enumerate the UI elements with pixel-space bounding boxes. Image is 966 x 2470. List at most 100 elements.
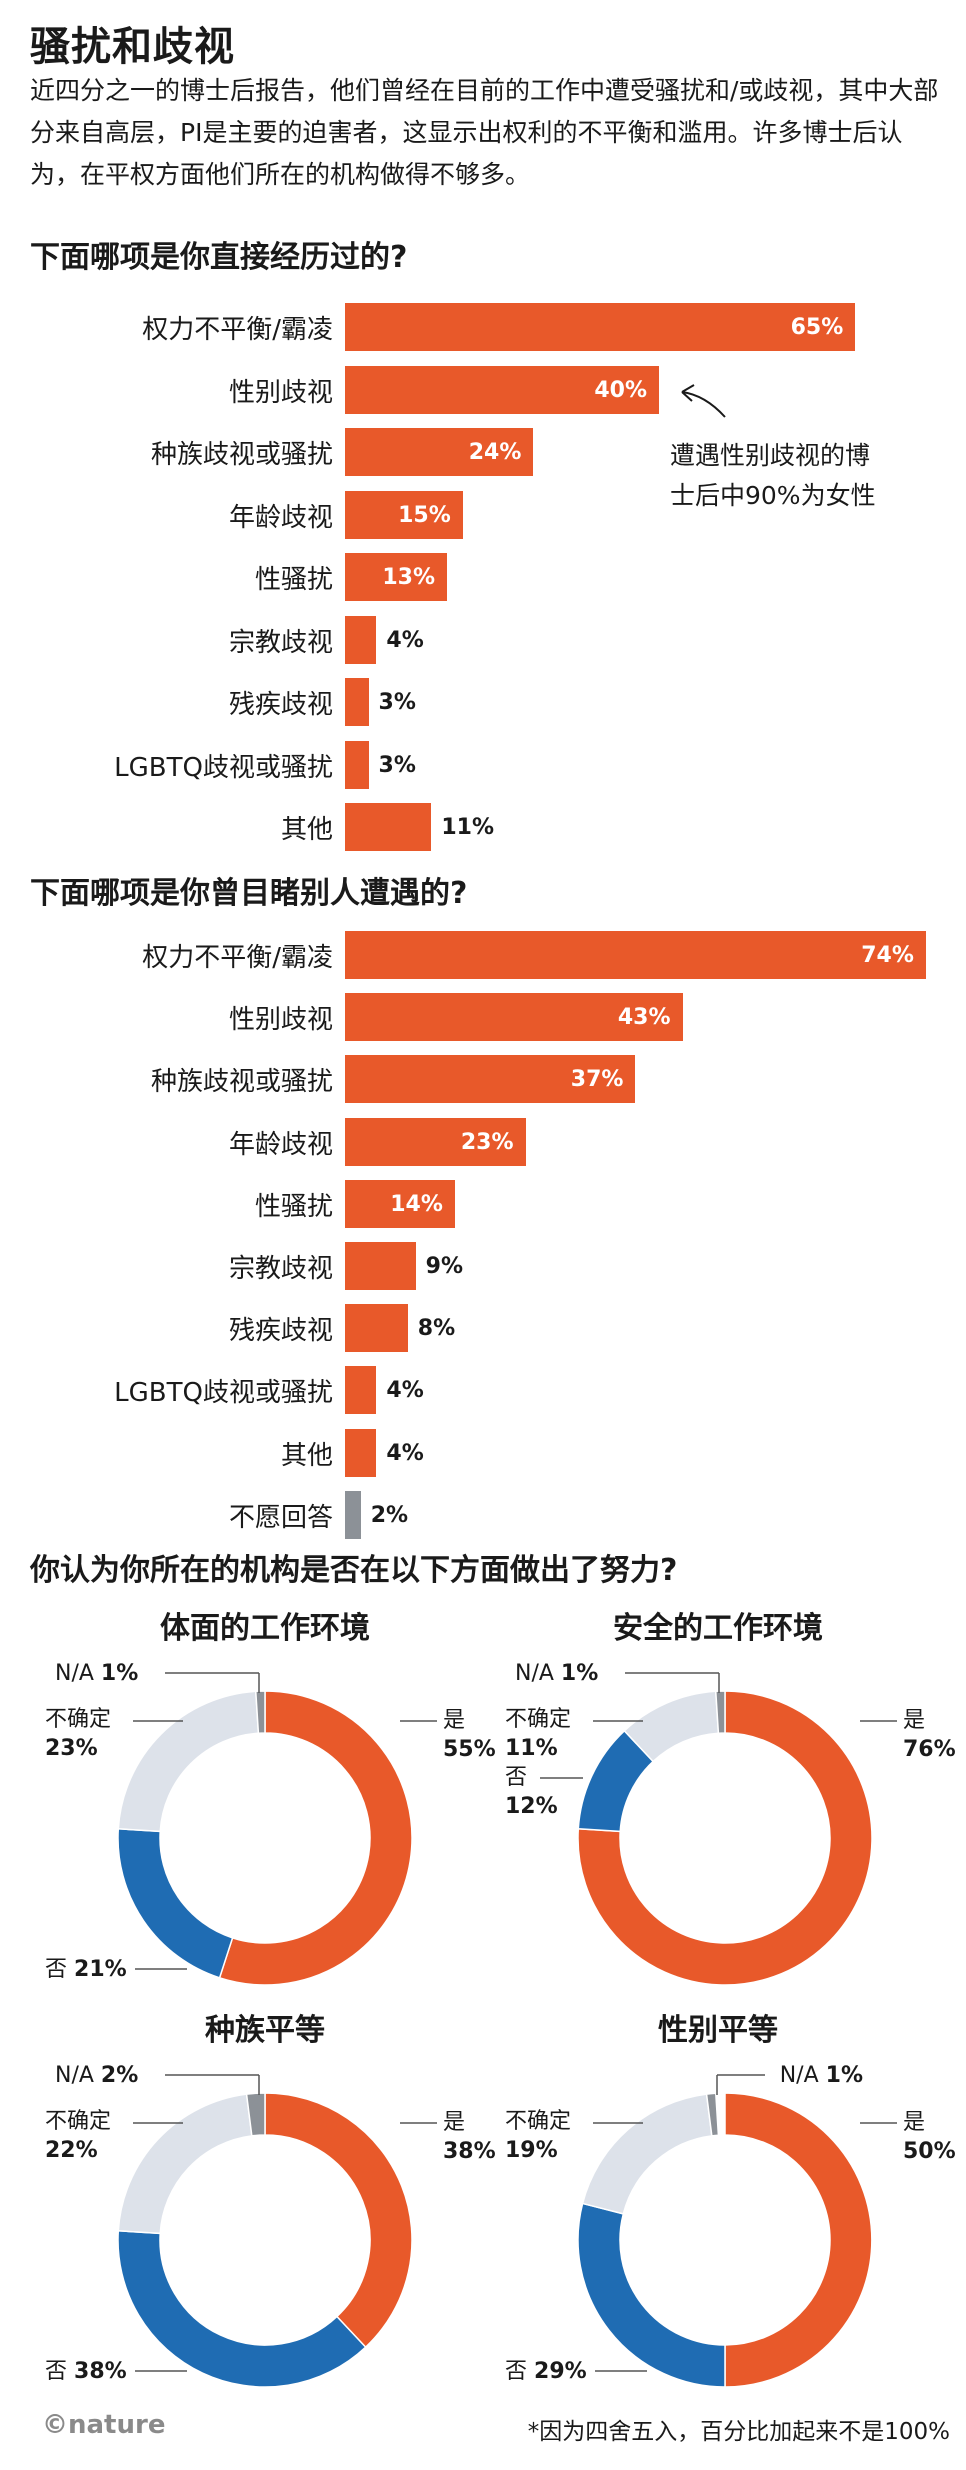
donut-label-text: 不确定 (505, 1707, 572, 1732)
donut2-title: 安全的工作环境 (613, 1611, 823, 1646)
bar-category-label: 权力不平衡/霸凌 (142, 943, 333, 973)
bar-category-label: 种族歧视或骚扰 (150, 440, 333, 470)
donut-slice (705, 2092, 720, 2137)
donut-slice (117, 2229, 367, 2388)
donut-slice (218, 1690, 413, 1986)
donut-label-text: 是 (903, 2110, 926, 2135)
bar-value-label: 24% (468, 440, 522, 465)
bar-value-label: 3% (378, 752, 416, 778)
bar-value-label: 40% (594, 377, 647, 403)
donut-label-na: N/A 1% (780, 2061, 863, 2090)
bar (345, 1490, 361, 1539)
bar (345, 1179, 455, 1228)
donut-label-na: N/A 1% (55, 1659, 138, 1688)
donut-slice (117, 2093, 253, 2235)
donut4-title: 性别平等 (658, 2013, 778, 2048)
bar-category-label: LGBTQ歧视或骚扰 (114, 752, 333, 783)
bar-category-label: 性骚扰 (254, 565, 333, 595)
donut-label-no: 否 29% (505, 2357, 587, 2386)
donut-label-value: 76% (903, 1737, 956, 1762)
donut-label-no: 否 12% (505, 1763, 558, 1821)
bar (345, 993, 683, 1042)
donut-label-text: 否 (505, 1765, 528, 1790)
chart2-title: 下面哪项是你曾目睹别人遭遇的? (30, 876, 468, 911)
bar-category-label: 年龄歧视 (228, 502, 333, 533)
annotation-line-1: 遭遇性别歧视的博 (670, 441, 871, 470)
bar-value-label: 11% (441, 815, 495, 840)
donut-label-value: 21% (74, 1957, 127, 1982)
bar (345, 1304, 408, 1353)
donut-slice (581, 2093, 713, 2215)
donut-label-text: 是 (443, 2110, 466, 2135)
bar-value-label: 23% (460, 1129, 514, 1155)
donut-label-text: N/A (55, 1661, 94, 1686)
bar-category-label: 残疾歧视 (228, 690, 333, 720)
bar-value-label: 4% (386, 1378, 424, 1404)
bar-category-label: 种族歧视或骚扰 (150, 1067, 333, 1098)
donut-label-yes: 是 55% (443, 1706, 496, 1764)
donut1-title: 体面的工作环境 (160, 1611, 370, 1646)
donut-label-na: N/A 1% (515, 1659, 598, 1688)
bar-value-label: 2% (370, 1502, 409, 1528)
bar-value-label: 3% (378, 690, 416, 715)
page-title: 骚扰和歧视 (30, 24, 235, 70)
intro-paragraph: 近四分之一的博士后报告，他们曾经在目前的工作中遭受骚扰和/或歧视，其中大部分来自… (30, 76, 939, 189)
donut-label-value: 1% (560, 1661, 599, 1686)
donut-label-text: 否 (45, 1957, 68, 1982)
donut-label-no: 否 38% (45, 2357, 127, 2386)
donut-label-text: N/A (779, 2063, 819, 2088)
bar (345, 365, 659, 414)
donut-label-text: 是 (443, 1708, 466, 1733)
bar-category-label: 残疾歧视 (228, 1316, 333, 1347)
donut-slice (264, 2092, 413, 2349)
donut-slice (577, 2202, 726, 2388)
bar-value-label: 4% (386, 627, 424, 653)
donut-label-yes: 是 38% (443, 2108, 496, 2166)
bar (345, 803, 432, 851)
donut-label-value: 19% (505, 2138, 558, 2163)
donut-label-value: 1% (100, 1661, 139, 1686)
donut-label-unsure: 不确定 11% (505, 1705, 571, 1763)
donut-slice (117, 1690, 260, 1833)
footnote: *因为四舍五入，百分比加起来不是100% (527, 2419, 950, 2445)
bar-category-label: LGBTQ歧视或骚扰 (114, 1378, 333, 1409)
bar (345, 1428, 377, 1477)
bar-category-label: 其他 (280, 815, 333, 845)
donut-label-unsure: 不确定 23% (45, 1705, 111, 1763)
bar (345, 1366, 377, 1415)
bar-value-label: 37% (570, 1067, 624, 1093)
bar-value-label: 14% (390, 1191, 443, 1217)
bar-category-label: 其他 (280, 1440, 333, 1471)
donut-slice (577, 1690, 873, 1986)
bar-value-label: 9% (425, 1254, 463, 1279)
bar (345, 428, 534, 476)
bar-value-label: 65% (790, 315, 844, 340)
chart1-title: 下面哪项是你直接经历过的? (30, 240, 408, 275)
bar (345, 553, 448, 601)
bar-category-label: 性别歧视 (228, 377, 333, 408)
donut-label-no: 否 21% (45, 1955, 127, 1984)
bar (345, 1242, 416, 1290)
donut-label-value: 23% (45, 1736, 98, 1761)
donut-label-value: 12% (505, 1794, 558, 1819)
donut-label-value: 50% (903, 2139, 956, 2164)
bar-category-label: 性骚扰 (254, 1191, 333, 1222)
nature-logo: ©nature (42, 2410, 166, 2440)
donut-label-value: 1% (825, 2063, 863, 2088)
donut-slice (724, 2092, 873, 2388)
bar (345, 615, 377, 664)
donut-label-text: 不确定 (45, 1707, 112, 1732)
bar-value-label: 13% (382, 565, 436, 590)
donut-label-value: 22% (45, 2138, 98, 2163)
donut-label-value: 38% (74, 2359, 127, 2384)
annotation-arrow (681, 384, 726, 418)
bar (345, 1117, 526, 1166)
bar-value-label: 8% (417, 1316, 456, 1342)
bar-category-label: 权力不平衡/霸凌 (142, 315, 333, 345)
donut-label-yes: 是 76% (903, 1706, 956, 1764)
donut-label-value: 11% (505, 1736, 558, 1761)
donut-label-text: 不确定 (505, 2109, 572, 2134)
donut-label-text: 否 (505, 2359, 528, 2384)
donut3-title: 种族平等 (205, 2013, 325, 2048)
